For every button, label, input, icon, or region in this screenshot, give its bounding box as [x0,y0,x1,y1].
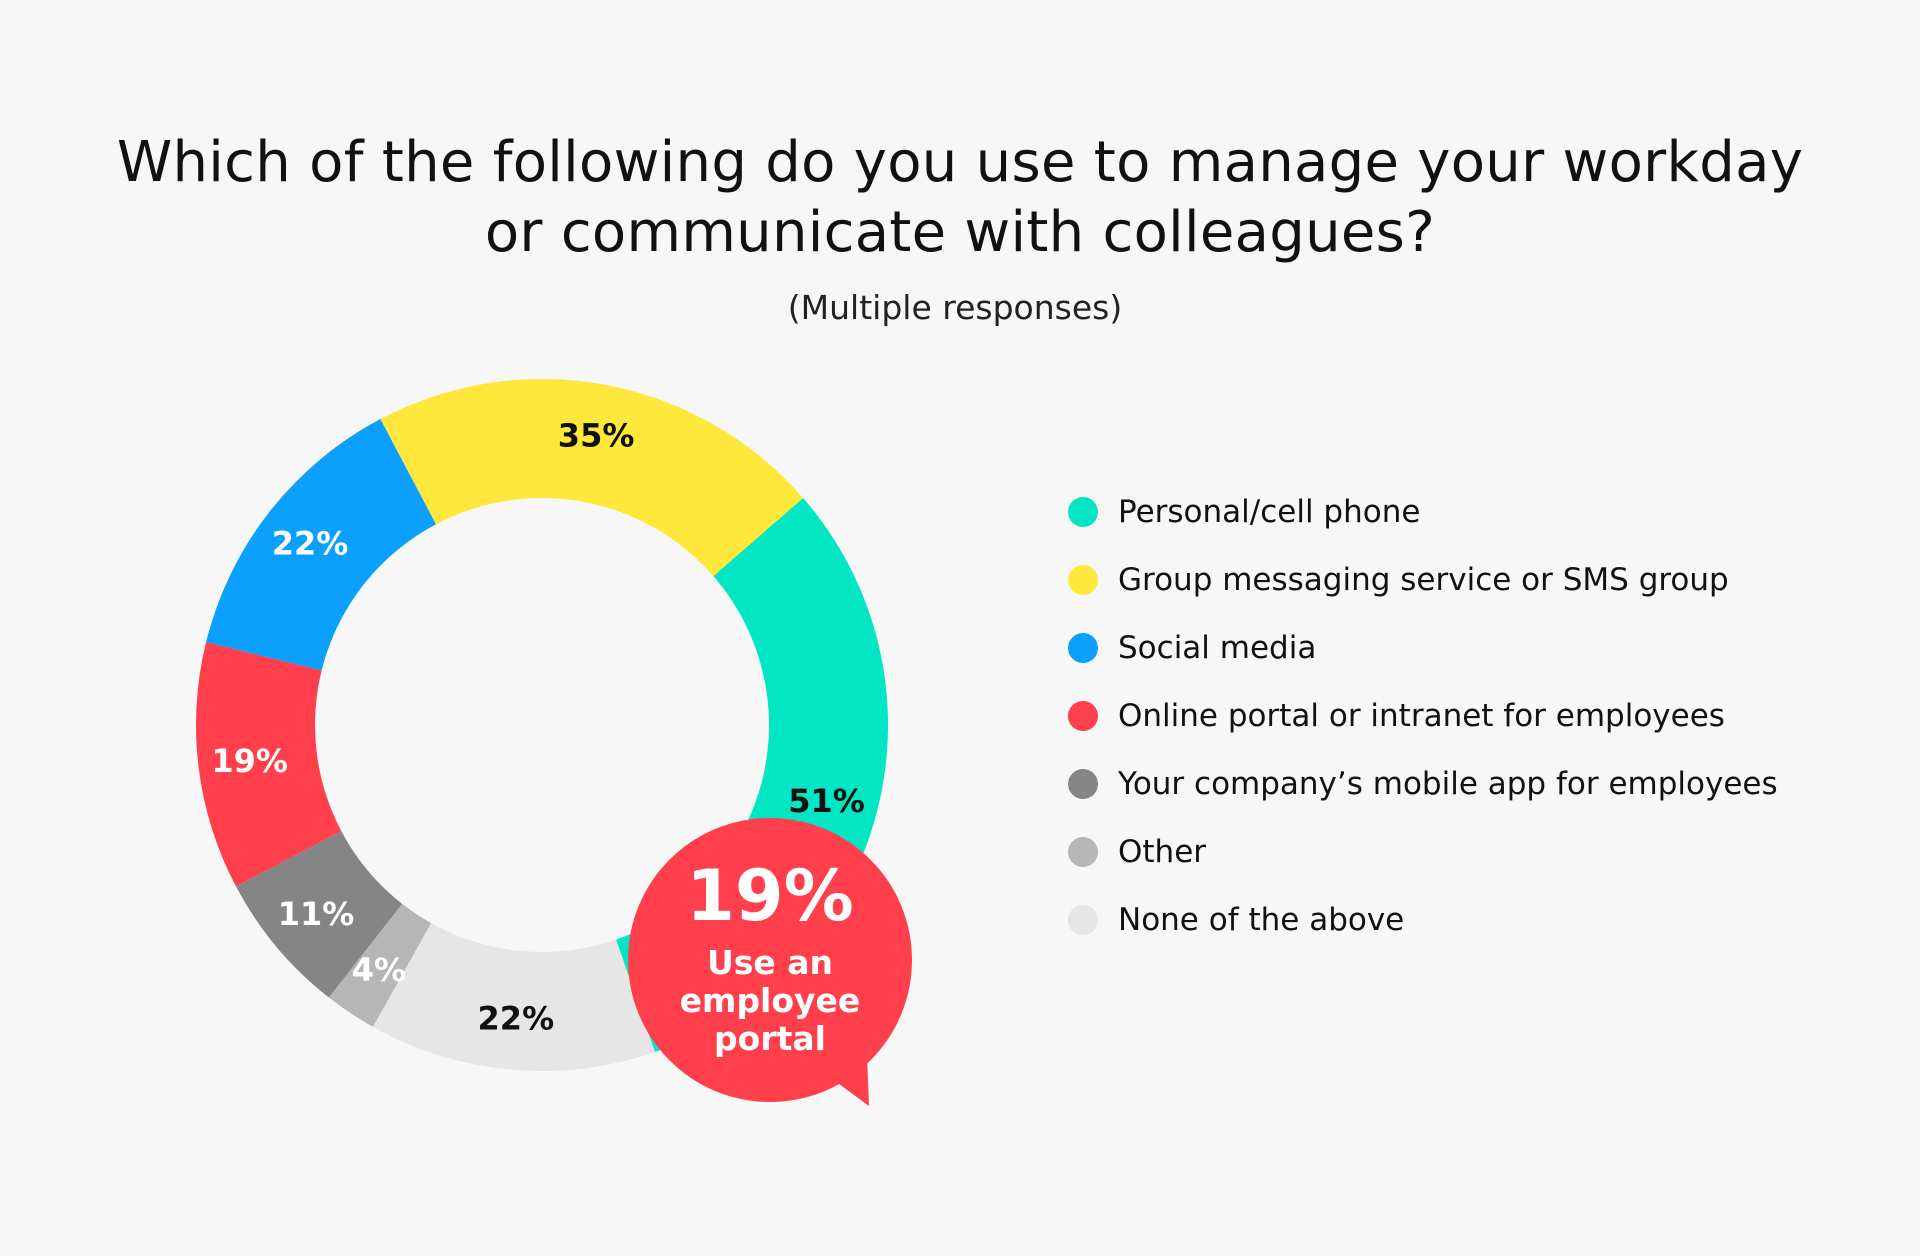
legend-swatch [1068,497,1098,527]
legend-swatch [1068,837,1098,867]
donut-slice-group-messaging-service-or-sms-group [380,379,804,577]
legend-label: Personal/cell phone [1118,494,1421,530]
portal-callout: 19% Use an employee portal [628,818,912,1106]
slice-label-other: 4% [352,951,406,989]
callout-text-line: portal [714,1019,826,1058]
legend-swatch [1068,905,1098,935]
legend-item-group-messaging-service-or-sms-group: Group messaging service or SMS group [1068,546,1828,614]
chart-title-line-2: or communicate with colleagues? [484,200,1436,265]
callout-bubble [628,818,912,1102]
slice-label-personal-cell-phone: 51% [788,782,865,820]
legend-item-social-media: Social media [1068,614,1828,682]
slice-label-none-of-the-above: 22% [478,999,555,1037]
callout-bubble-tail [820,1030,869,1106]
chart-title: Which of the following do you use to man… [0,128,1920,268]
legend-item-your-company-s-mobile-app-for-employees: Your company’s mobile app for employees [1068,750,1828,818]
legend-label: Social media [1118,630,1317,666]
legend-swatch [1068,769,1098,799]
donut-slice-social-media [206,419,437,671]
legend-swatch [1068,701,1098,731]
slice-label-online-portal-or-intranet-for-employees: 19% [211,742,288,780]
legend-label: Your company’s mobile app for employees [1118,766,1778,802]
legend-item-online-portal-or-intranet-for-employees: Online portal or intranet for employees [1068,682,1828,750]
donut-slice-none-of-the-above [372,923,655,1071]
slice-label-group-messaging-service-or-sms-group: 35% [558,417,635,455]
chart-subtitle: (Multiple responses) [787,288,1123,327]
legend-item-personal-cell-phone: Personal/cell phone [1068,478,1828,546]
donut-slice-your-company-s-mobile-app-for-employees [236,830,403,998]
callout-value: 19% [686,855,854,937]
legend-swatch [1068,565,1098,595]
legend-label: Other [1118,834,1207,870]
slice-label-social-media: 22% [272,525,349,563]
legend-label: None of the above [1118,902,1405,938]
legend-label: Online portal or intranet for employees [1118,698,1725,734]
legend-item-none-of-the-above: None of the above [1068,886,1828,954]
donut-slice-other [328,903,432,1027]
donut-slice-online-portal-or-intranet-for-employees [196,642,342,887]
slice-label-your-company-s-mobile-app-for-employees: 11% [278,895,355,933]
callout-text-line: Use an [707,943,833,982]
legend-label: Group messaging service or SMS group [1118,562,1729,598]
chart-title-line-1: Which of the following do you use to man… [116,130,1804,195]
callout-text-line: employee [680,981,861,1020]
legend-item-other: Other [1068,818,1828,886]
legend-swatch [1068,633,1098,663]
donut-slice-labels: 51% 22% 4% 11% 19% 22% 35% [211,417,864,1038]
chart-legend: Personal/cell phone Group messaging servi… [1068,478,1828,954]
